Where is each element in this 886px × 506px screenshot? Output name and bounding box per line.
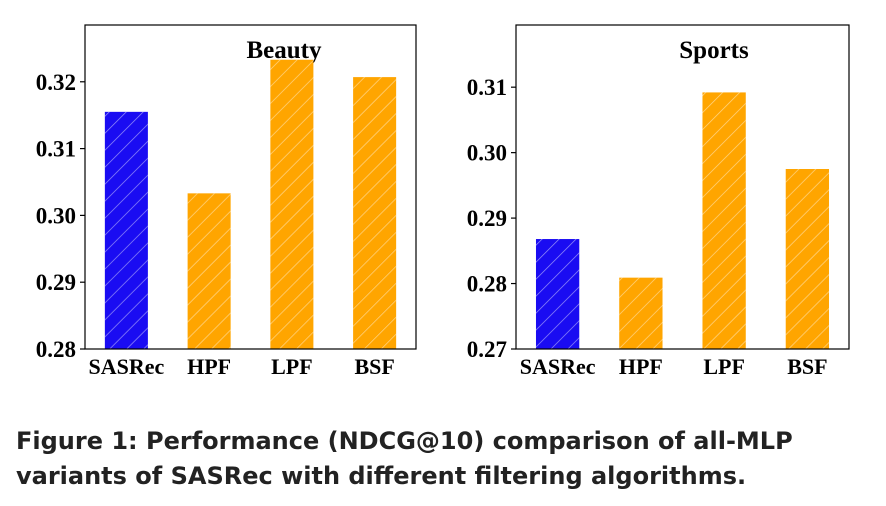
beauty-y-tick-label: 0.28 xyxy=(36,337,76,362)
sports-y-tick-label: 0.31 xyxy=(467,75,507,100)
figure-canvas: Beauty SASRec HPF LPF BSF 0.28 0.29 0.30 0.31 0.… xyxy=(36,24,850,379)
beauty-x-tick-label: HPF xyxy=(187,354,231,379)
beauty-bar-hatch-bsf xyxy=(353,77,397,350)
beauty-x-tick-label: SASRec xyxy=(88,354,164,379)
beauty-y-tick-label: 0.31 xyxy=(36,137,76,162)
beauty-plot-frame xyxy=(84,24,417,350)
sports-y-tick-label: 0.28 xyxy=(467,272,507,297)
sports-y-tick-label: 0.30 xyxy=(467,141,507,166)
figure-caption: Figure 1: Performance (NDCG@10) comparis… xyxy=(16,427,793,490)
beauty-bar-hatch-lpf xyxy=(270,59,314,349)
sports-y-tick-label: 0.27 xyxy=(467,337,507,362)
beauty-x-tick-label: BSF xyxy=(354,354,394,379)
sports-x-tick-label: BSF xyxy=(787,354,827,379)
sports-chart: Sports SASRec HPF LPF BSF 0.27 0.28 0.29 0.30 0.… xyxy=(467,24,850,379)
sports-bar-hatch-bsf xyxy=(785,169,830,349)
beauty-y-tick-label: 0.30 xyxy=(36,203,76,228)
beauty-chart: Beauty SASRec HPF LPF BSF 0.28 0.29 0.30 0.31 0.… xyxy=(36,24,417,379)
sports-bar-hatch-lpf xyxy=(702,92,746,349)
beauty-title: Beauty xyxy=(247,37,323,64)
sports-plot-frame xyxy=(515,24,850,350)
sports-x-tick-label: SASRec xyxy=(520,354,596,379)
sports-x-tick-label: HPF xyxy=(619,354,663,379)
beauty-x-tick-label: LPF xyxy=(271,354,313,379)
sports-bar-hatch-sasrec xyxy=(535,239,580,349)
beauty-y-tick-label: 0.32 xyxy=(36,70,76,95)
sports-x-tick-label: LPF xyxy=(703,354,745,379)
beauty-y-tick-label: 0.29 xyxy=(36,270,76,295)
sports-y-tick-label: 0.29 xyxy=(467,206,507,231)
beauty-bar-hatch-sasrec xyxy=(104,111,148,349)
sports-bar-hatch-hpf xyxy=(619,277,663,349)
beauty-bar-hatch-hpf xyxy=(187,193,231,349)
sports-title: Sports xyxy=(679,37,749,64)
